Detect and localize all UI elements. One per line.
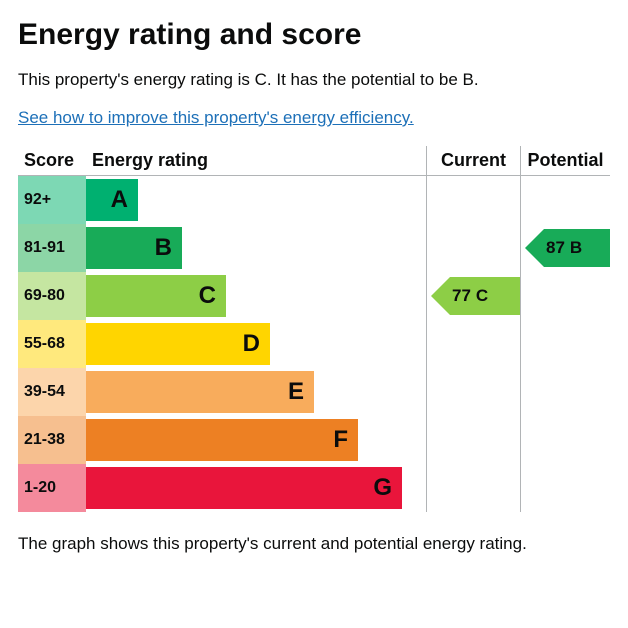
- rating-bar-cell: A: [86, 176, 426, 224]
- potential-cell: [520, 368, 610, 416]
- energy-rating-chart: Score Energy rating Current Potential 92…: [18, 146, 610, 512]
- rating-bar: B: [86, 227, 182, 269]
- header-score: Score: [18, 146, 86, 175]
- chart-header: Score Energy rating Current Potential: [18, 146, 610, 176]
- band-row-c: 69-80C77C: [18, 272, 610, 320]
- current-cell: [426, 224, 520, 272]
- rating-bar-cell: F: [86, 416, 426, 464]
- rating-bar-cell: D: [86, 320, 426, 368]
- score-range: 21-38: [18, 416, 86, 464]
- pointer-arrow-icon: [525, 229, 544, 267]
- current-cell: [426, 416, 520, 464]
- current-pointer: 77C: [450, 277, 520, 315]
- current-cell: [426, 464, 520, 512]
- rating-bar-cell: G: [86, 464, 426, 512]
- header-current: Current: [426, 146, 520, 175]
- band-row-e: 39-54E: [18, 368, 610, 416]
- intro-text: This property's energy rating is C. It h…: [18, 70, 610, 90]
- current-cell: [426, 368, 520, 416]
- rating-bar-cell: C: [86, 272, 426, 320]
- band-row-f: 21-38F: [18, 416, 610, 464]
- rating-bar: F: [86, 419, 358, 461]
- link-text: See how to improve this property's energ…: [18, 108, 409, 127]
- potential-cell: [520, 464, 610, 512]
- pointer-score: 87: [546, 238, 565, 258]
- band-row-g: 1-20G: [18, 464, 610, 512]
- pointer-band: B: [570, 238, 582, 258]
- pointer-score: 77: [452, 286, 471, 306]
- band-row-b: 81-91B87B: [18, 224, 610, 272]
- rating-bar: A: [86, 179, 138, 221]
- rating-bar: D: [86, 323, 270, 365]
- chart-rows: 92+A81-91B87B69-80C77C55-68D39-54E21-38F…: [18, 176, 610, 512]
- score-range: 1-20: [18, 464, 86, 512]
- potential-cell: [520, 272, 610, 320]
- score-range: 92+: [18, 176, 86, 224]
- rating-bar: C: [86, 275, 226, 317]
- potential-cell: [520, 416, 610, 464]
- score-range: 39-54: [18, 368, 86, 416]
- page-title: Energy rating and score: [18, 18, 610, 52]
- current-cell: [426, 320, 520, 368]
- potential-pointer: 87B: [544, 229, 610, 267]
- rating-bar-cell: B: [86, 224, 426, 272]
- pointer-arrow-icon: [431, 277, 450, 315]
- pointer-band: C: [476, 286, 488, 306]
- header-rating: Energy rating: [86, 146, 426, 175]
- band-row-a: 92+A: [18, 176, 610, 224]
- header-potential: Potential: [520, 146, 610, 175]
- rating-bar: E: [86, 371, 314, 413]
- current-cell: 77C: [426, 272, 520, 320]
- potential-cell: 87B: [520, 224, 610, 272]
- current-cell: [426, 176, 520, 224]
- score-range: 81-91: [18, 224, 86, 272]
- improve-efficiency-link[interactable]: See how to improve this property's energ…: [18, 108, 414, 128]
- chart-caption: The graph shows this property's current …: [18, 534, 610, 554]
- potential-cell: [520, 176, 610, 224]
- band-row-d: 55-68D: [18, 320, 610, 368]
- rating-bar: G: [86, 467, 402, 509]
- score-range: 55-68: [18, 320, 86, 368]
- score-range: 69-80: [18, 272, 86, 320]
- potential-cell: [520, 320, 610, 368]
- rating-bar-cell: E: [86, 368, 426, 416]
